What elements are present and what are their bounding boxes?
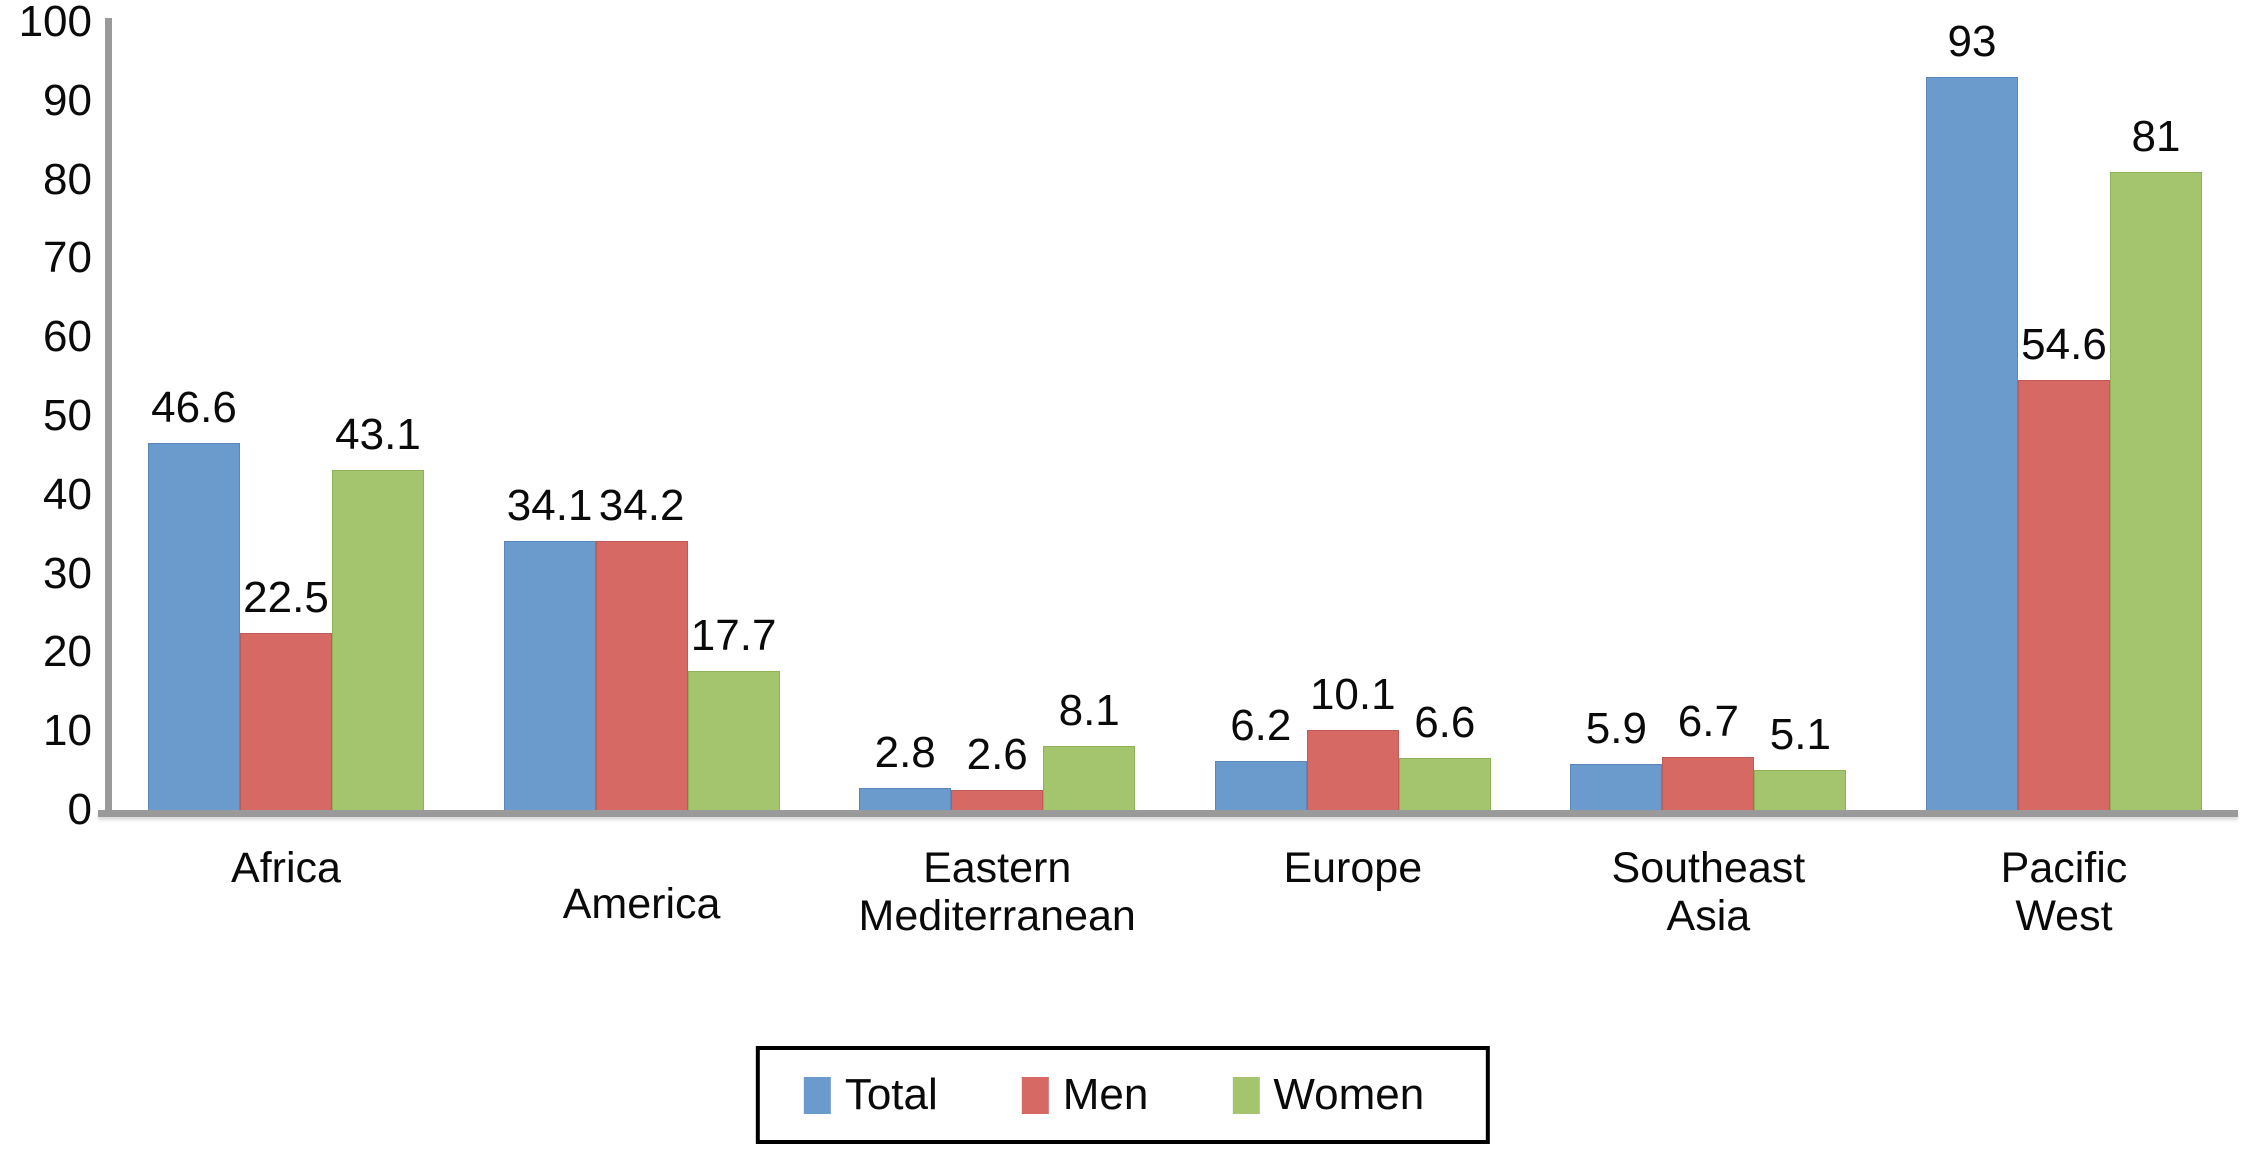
legend-swatch-women (1232, 1076, 1260, 1114)
bar-total-america: 34.1 (503, 482, 596, 810)
bar-value-label: 54.6 (2021, 319, 2107, 369)
y-axis: 0 10 20 30 40 50 60 70 80 90 100 (0, 0, 92, 834)
bar-value-label: 6.2 (1230, 701, 1292, 751)
bar-group-eastern-mediterranean: 2.8 2.6 8.1 Eastern Mediterranean (859, 22, 1136, 940)
y-tick-label: 100 (18, 0, 92, 46)
bar-total-pacific-west: 93 (1925, 18, 2018, 810)
legend-item-men: Men (1021, 1070, 1149, 1119)
bar-group-europe: 6.2 10.1 6.6 Europe (1214, 22, 1491, 892)
bar-value-label: 5.1 (1769, 709, 1831, 759)
bar-value-label: 5.9 (1585, 703, 1647, 753)
bar-group-southeast-asia: 5.9 6.7 5.1 Southeast Asia (1570, 22, 1847, 940)
bar-value-label: 34.1 (506, 481, 593, 531)
y-tick-label: 60 (43, 312, 92, 362)
bar-group-america: 34.1 34.2 17.7 America (503, 22, 780, 928)
bar-value-label: 93 (1947, 17, 1997, 67)
y-tick-label: 50 (43, 391, 92, 440)
bar-value-label: 34.2 (598, 480, 685, 530)
y-tick-label: 10 (43, 706, 92, 756)
bar-value-label: 81 (2131, 111, 2181, 161)
x-category-label: Eastern Mediterranean (858, 844, 1136, 941)
bar-men-southeast-asia: 6.7 (1662, 698, 1755, 810)
x-category-label: America (562, 880, 721, 928)
bar-women-pacific-west: 81 (2109, 112, 2202, 810)
y-tick-label: 80 (43, 154, 92, 204)
legend-label-women: Women (1273, 1070, 1425, 1119)
legend-label-men: Men (1062, 1070, 1149, 1119)
bar-value-label: 6.6 (1414, 698, 1476, 747)
bar-total-europe: 6.2 (1214, 702, 1307, 810)
y-axis-line (105, 18, 112, 810)
bar-value-label: 43.1 (335, 410, 421, 460)
bar-men-america: 34.2 (595, 481, 688, 810)
y-tick-label: 30 (43, 548, 92, 598)
bar-women-southeast-asia: 5.1 (1754, 710, 1847, 810)
bar-women-eastern-mediterranean: 8.1 (1043, 687, 1136, 810)
legend-swatch-total (803, 1076, 831, 1114)
bar-value-label: 17.7 (690, 610, 777, 660)
bar-total-southeast-asia: 5.9 (1570, 704, 1663, 810)
bar-value-label: 10.1 (1309, 670, 1396, 720)
y-tick-label: 90 (43, 75, 92, 125)
bar-women-europe: 6.6 (1398, 699, 1491, 810)
x-category-label: Africa (231, 844, 341, 892)
bar-men-eastern-mediterranean: 2.6 (951, 730, 1044, 810)
legend: Total Men Women (755, 1046, 1491, 1144)
bar-value-label: 2.8 (874, 727, 936, 777)
bar-value-label: 8.1 (1058, 686, 1120, 736)
bar-men-pacific-west: 54.6 (2017, 320, 2110, 810)
bar-total-africa: 46.6 (148, 383, 240, 810)
y-tick-label: 20 (43, 627, 92, 677)
bar-value-label: 6.7 (1677, 697, 1739, 747)
legend-swatch-men (1021, 1076, 1049, 1114)
legend-item-total: Total (803, 1070, 938, 1119)
bar-men-africa: 22.5 (240, 573, 332, 810)
bar-women-africa: 43.1 (332, 411, 424, 810)
bar-group-pacific-west: 93 54.6 81 Pacific West (1925, 18, 2202, 940)
bar-value-label: 2.6 (966, 729, 1028, 779)
bar-value-label: 46.6 (151, 382, 237, 432)
x-category-label: Southeast Asia (1611, 844, 1806, 941)
bar-value-label: 22.5 (243, 572, 329, 622)
bar-women-america: 17.7 (687, 611, 780, 810)
y-tick-label: 70 (43, 233, 92, 283)
legend-label-total: Total (844, 1070, 938, 1119)
bar-men-europe: 10.1 (1306, 671, 1399, 810)
x-category-label: Pacific West (2000, 844, 2128, 941)
y-tick-label: 40 (43, 469, 92, 519)
y-tick-label: 0 (67, 785, 92, 834)
x-category-label: Europe (1283, 844, 1423, 892)
x-axis-line (98, 810, 2238, 817)
legend-item-women: Women (1232, 1071, 1424, 1119)
bar-group-africa: 46.6 22.5 43.1 Africa (148, 22, 424, 892)
plot-area: 46.6 22.5 43.1 Africa 34.1 34.2 17.7 America 2.8… (112, 18, 2238, 940)
bar-total-eastern-mediterranean: 2.8 (859, 728, 952, 810)
